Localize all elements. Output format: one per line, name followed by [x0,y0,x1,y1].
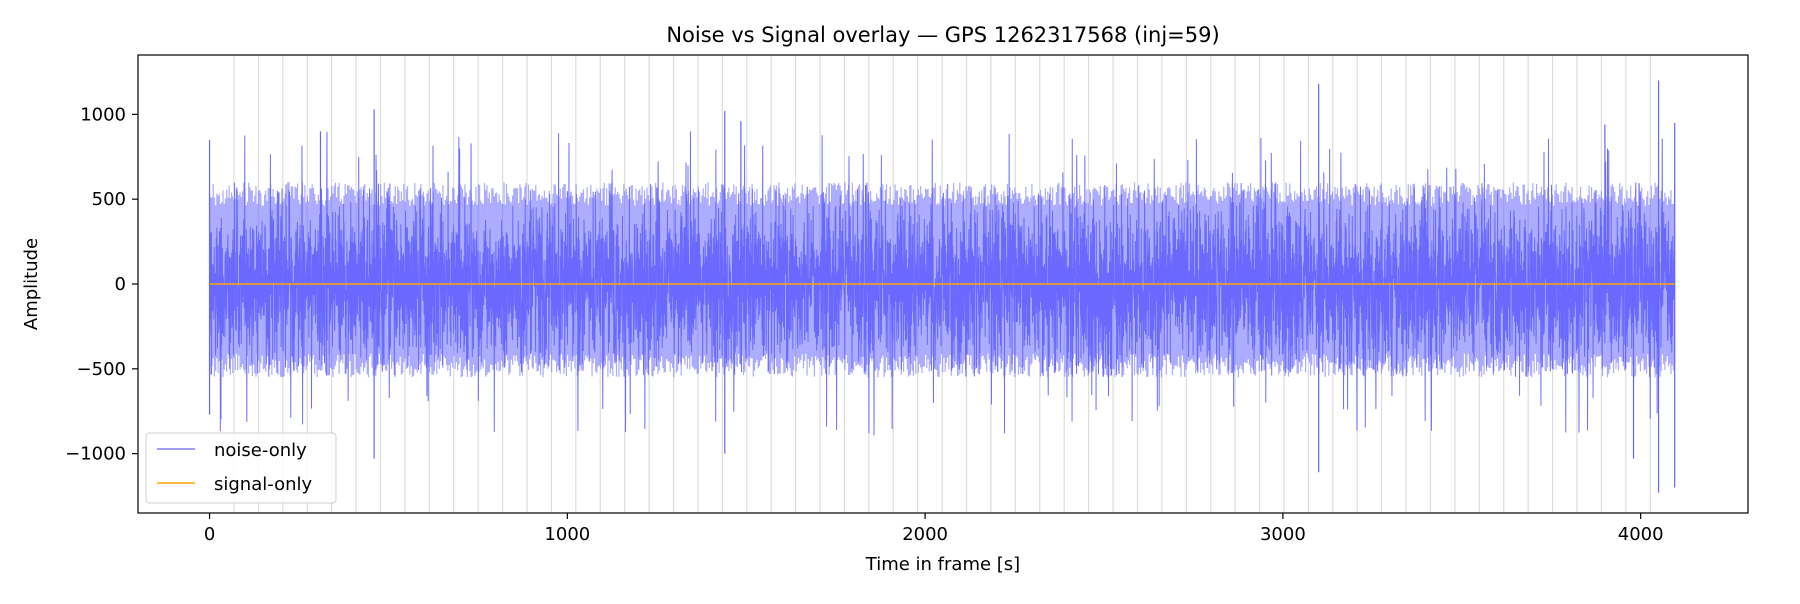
y-axis-label: Amplitude [21,238,42,330]
y-tick-label: −1000 [65,444,126,465]
x-tick-label: 0 [204,524,215,545]
y-axis-ticks: −1000 −500 0 500 1000 [65,104,138,465]
noise-only-trace-group [208,80,1676,493]
y-tick-label: −500 [77,359,126,380]
x-axis-label: Time in frame [s] [865,554,1020,575]
chart-title: Noise vs Signal overlay — GPS 1262317568… [666,23,1219,47]
x-tick-label: 4000 [1618,524,1664,545]
x-tick-label: 3000 [1260,524,1306,545]
y-tick-label: 500 [92,189,126,210]
y-tick-label: 1000 [80,104,126,125]
legend-signal-label: signal-only [214,474,312,495]
x-tick-label: 1000 [544,524,590,545]
legend-box [145,432,337,504]
legend-noise-label: noise-only [214,440,307,461]
x-tick-label: 2000 [902,524,948,545]
legend: noise-only signal-only [145,432,337,504]
y-tick-label: 0 [115,274,126,295]
x-axis-ticks: 0 1000 2000 3000 4000 [204,513,1664,545]
